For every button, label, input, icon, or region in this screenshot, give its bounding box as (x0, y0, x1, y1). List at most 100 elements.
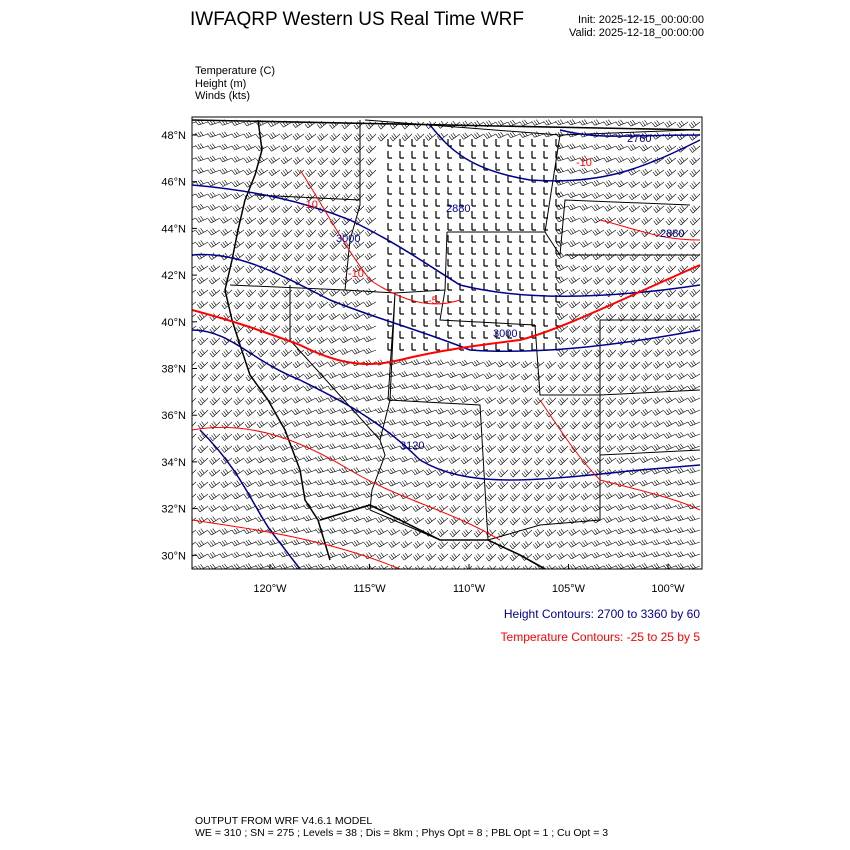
wind-barb (387, 151, 392, 159)
wind-barb (352, 288, 365, 296)
wind-barb (617, 325, 629, 334)
wind-barb (531, 139, 536, 147)
wind-barb (413, 121, 425, 130)
wind-barb (675, 408, 689, 415)
wind-barb (581, 397, 593, 406)
wind-barb (280, 360, 293, 369)
wind-barb (616, 216, 629, 225)
wind-barb (303, 539, 317, 546)
wind-barb (591, 167, 605, 175)
wind-barb (423, 199, 428, 207)
wind-barb (196, 504, 209, 513)
wind-barb (303, 431, 317, 439)
wind-barb (221, 421, 233, 429)
wind-barb (423, 419, 437, 427)
wind-barb (485, 481, 497, 490)
wind-barb (315, 455, 329, 462)
wind-barb (221, 361, 233, 370)
wind-barb (580, 264, 593, 273)
wind-barb (591, 155, 605, 162)
wind-barb (328, 336, 341, 344)
wind-barb (365, 133, 377, 142)
wind-barb (473, 456, 485, 465)
wind-barb (303, 455, 317, 462)
wind-barb (533, 469, 545, 478)
wind-barb (305, 313, 317, 321)
wind-barb (663, 420, 677, 427)
wind-barb (423, 271, 428, 279)
wind-barb (231, 527, 245, 535)
wind-barb (435, 371, 449, 378)
wind-barb (496, 408, 509, 417)
wind-barb (197, 337, 209, 346)
wind-barb (244, 228, 257, 237)
wind-barb (305, 277, 317, 286)
wind-barb (244, 432, 257, 441)
wind-barb (545, 517, 557, 525)
wind-barb (675, 563, 689, 569)
wind-barb (519, 223, 524, 231)
wind-barb (317, 265, 329, 274)
wind-barb (665, 253, 677, 262)
wind-barb (231, 539, 245, 547)
wind-barb (233, 301, 245, 310)
wind-barb (543, 139, 548, 147)
wind-barb (447, 307, 452, 315)
wind-barb (640, 444, 653, 452)
wind-barb (221, 277, 233, 285)
wind-barb (555, 283, 560, 291)
wind-barb (484, 384, 497, 392)
wind-barb (267, 539, 281, 546)
wind-barb (411, 211, 416, 219)
wind-barb (316, 120, 329, 129)
wind-barb (376, 564, 389, 569)
wind-barb (617, 385, 629, 394)
wind-barb (195, 552, 209, 560)
wind-barb (495, 175, 500, 183)
wind-barb (339, 407, 353, 414)
wind-barb (387, 223, 392, 231)
wind-barb (351, 383, 365, 390)
wind-barb (353, 133, 365, 142)
wind-barb (339, 455, 353, 462)
wind-barb (387, 467, 401, 475)
contour-labels: 2760 2880 2880 3000 3000 3120 -10 -10 -1… (302, 133, 684, 452)
wind-barb (293, 289, 305, 298)
wind-barb (689, 289, 701, 297)
wind-barb (435, 419, 449, 427)
wind-barb (411, 139, 416, 147)
wind-barb (192, 469, 197, 475)
wind-barb (305, 169, 317, 177)
wind-barb (245, 349, 257, 358)
wind-barb (363, 479, 377, 486)
wind-barb (521, 505, 533, 514)
wind-barb (317, 181, 329, 190)
wind-barb (243, 527, 257, 535)
wind-barb (641, 325, 653, 334)
wind-barb (483, 331, 488, 339)
wind-barb (653, 193, 665, 201)
wind-barb (317, 229, 329, 238)
wind-barb (459, 259, 464, 267)
wind-barb (269, 289, 281, 298)
wind-barb (303, 479, 317, 486)
wind-barb (556, 300, 569, 309)
wind-barb (192, 373, 197, 379)
wind-barb (677, 301, 689, 309)
wind-barb (339, 515, 353, 522)
wind-barb (363, 491, 377, 498)
wind-barb (459, 163, 464, 171)
wind-barb (593, 313, 605, 322)
wind-barb (267, 444, 281, 452)
wind-barb (664, 144, 677, 153)
wind-barb (268, 156, 281, 164)
wind-barb (233, 349, 245, 358)
wind-barb (437, 541, 449, 550)
wind-barb (339, 348, 353, 355)
wind-barb (363, 540, 377, 547)
wind-barb (461, 493, 473, 501)
wind-barb (292, 132, 305, 141)
wind-barb (315, 563, 329, 569)
wind-barb (581, 457, 593, 465)
wind-barb (192, 541, 197, 546)
